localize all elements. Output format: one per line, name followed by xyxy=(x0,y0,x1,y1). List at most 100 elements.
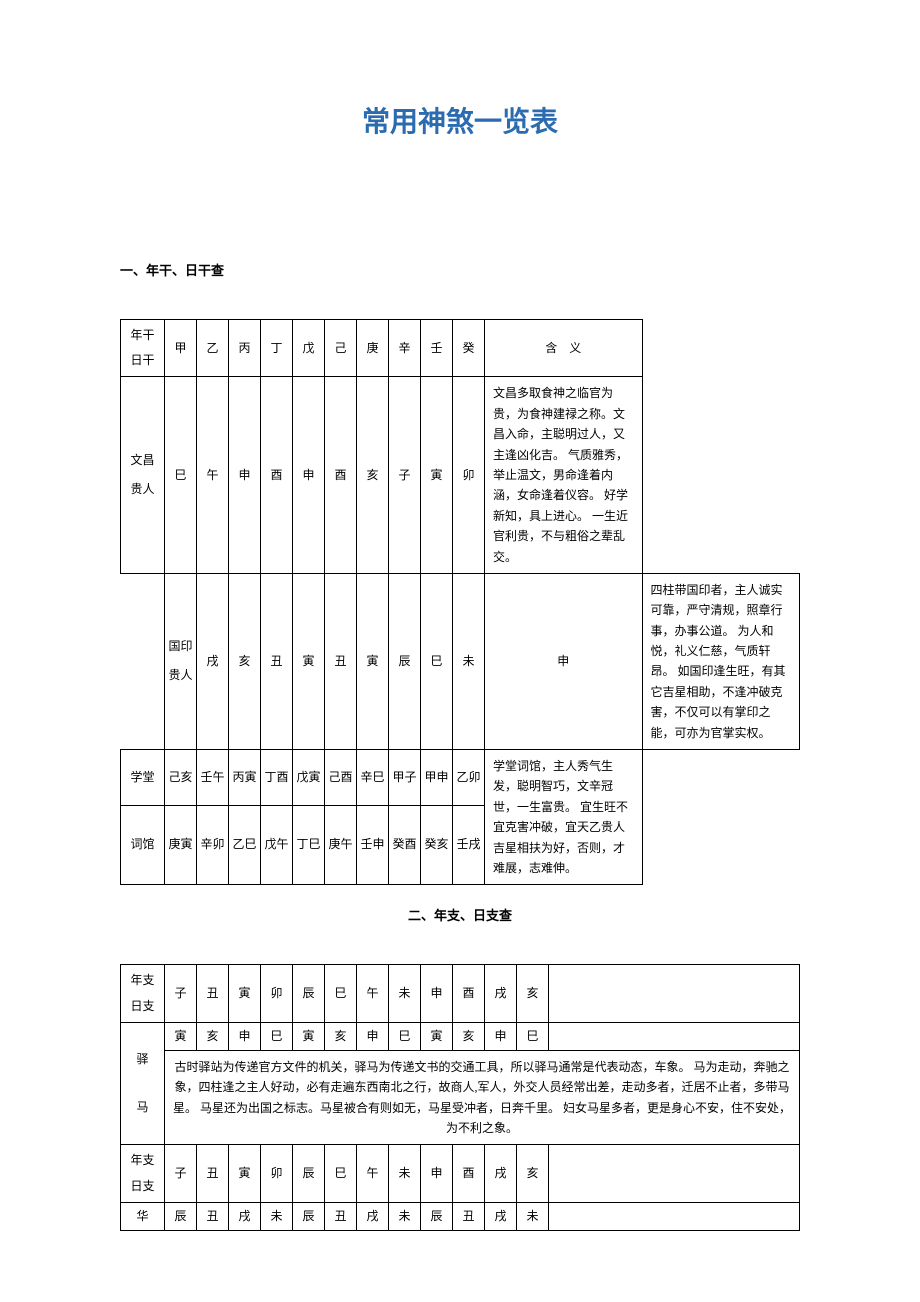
col-head: 酉 xyxy=(453,1145,485,1202)
cell: 戌 xyxy=(485,1202,517,1230)
col-head: 午 xyxy=(357,1145,389,1202)
col-head: 戌 xyxy=(485,965,517,1022)
cell: 甲子 xyxy=(389,750,421,806)
row-label: 国印 贵人 xyxy=(165,573,197,749)
col-head-meaning: 含 义 xyxy=(485,320,643,377)
col-head: 戊 xyxy=(293,320,325,377)
section2-heading: 二、年支、日支查 xyxy=(120,905,800,924)
meaning-cell: 古时驿站为传递官方文件的机关，驿马为传递文书的交通工具，所以驿马通常是代表动态，… xyxy=(165,1050,800,1145)
table-row: 年支 日支 子 丑 寅 卯 辰 巳 午 未 申 酉 戌 亥 xyxy=(121,1145,800,1202)
cell: 戊午 xyxy=(261,805,293,885)
cell: 申 xyxy=(357,1022,389,1050)
col-head: 寅 xyxy=(229,965,261,1022)
cell: 寅 xyxy=(357,573,389,749)
cell: 亥 xyxy=(325,1022,357,1050)
col-head: 己 xyxy=(325,320,357,377)
cell: 寅 xyxy=(293,573,325,749)
row-label: 文昌 贵人 xyxy=(121,377,165,574)
cell: 寅 xyxy=(421,377,453,574)
cell: 申 xyxy=(485,573,643,749)
col-head: 寅 xyxy=(229,1145,261,1202)
cell: 丙寅 xyxy=(229,750,261,806)
cell: 辰 xyxy=(293,1202,325,1230)
cell: 丑 xyxy=(325,1202,357,1230)
col-head: 辰 xyxy=(293,965,325,1022)
col-head: 乙 xyxy=(197,320,229,377)
cell: 子 xyxy=(389,377,421,574)
row-label: 驿 马 xyxy=(121,1022,165,1145)
cell: 申 xyxy=(229,377,261,574)
cell: 酉 xyxy=(325,377,357,574)
cell: 未 xyxy=(389,1202,421,1230)
cell: 丁酉 xyxy=(261,750,293,806)
col-head: 丑 xyxy=(197,965,229,1022)
row-label: 词馆 xyxy=(121,805,165,885)
table-row: 国印 贵人 戌 亥 丑 寅 丑 寅 辰 巳 未 申 四柱带国印者，主人诚实可靠，… xyxy=(121,573,800,749)
col-head: 亥 xyxy=(517,965,549,1022)
col-head: 丙 xyxy=(229,320,261,377)
col-head: 辰 xyxy=(293,1145,325,1202)
cell: 寅 xyxy=(165,1022,197,1050)
col-head: 申 xyxy=(421,965,453,1022)
cell: 戌 xyxy=(197,573,229,749)
cell: 酉 xyxy=(261,377,293,574)
empty-cell xyxy=(549,1202,800,1230)
table-row: 词馆 庚寅 辛卯 乙巳 戊午 丁巳 庚午 壬申 癸酉 癸亥 壬戌 xyxy=(121,805,800,885)
header-left: 年干 日干 xyxy=(121,320,165,377)
cell: 庚寅 xyxy=(165,805,197,885)
col-head: 卯 xyxy=(261,1145,293,1202)
col-head: 巳 xyxy=(325,1145,357,1202)
cell: 癸酉 xyxy=(389,805,421,885)
cell: 未 xyxy=(453,573,485,749)
cell: 辛巳 xyxy=(357,750,389,806)
cell: 丁巳 xyxy=(293,805,325,885)
row-label: 华 xyxy=(121,1202,165,1230)
cell: 卯 xyxy=(453,377,485,574)
cell: 丑 xyxy=(325,573,357,749)
table-row: 文昌 贵人 巳 午 申 酉 申 酉 亥 子 寅 卯 文昌多取食神之临官为贵，为食… xyxy=(121,377,800,574)
col-head: 丑 xyxy=(197,1145,229,1202)
cell: 巳 xyxy=(261,1022,293,1050)
col-head: 巳 xyxy=(325,965,357,1022)
cell: 己酉 xyxy=(325,750,357,806)
col-head: 卯 xyxy=(261,965,293,1022)
cell: 庚午 xyxy=(325,805,357,885)
cell: 亥 xyxy=(453,1022,485,1050)
cell: 己亥 xyxy=(165,750,197,806)
cell: 亥 xyxy=(229,573,261,749)
cell: 壬申 xyxy=(357,805,389,885)
cell: 乙卯 xyxy=(453,750,485,806)
cell: 亥 xyxy=(197,1022,229,1050)
col-head: 辛 xyxy=(389,320,421,377)
cell: 戌 xyxy=(357,1202,389,1230)
table-row: 驿 马 寅 亥 申 巳 寅 亥 申 巳 寅 亥 申 巳 xyxy=(121,1022,800,1050)
header-left: 年支 日支 xyxy=(121,965,165,1022)
meaning-cell: 学堂词馆，主人秀气生发，聪明智巧，文辛冠世，一生富贵。 宜生旺不宜克害冲破，宜天… xyxy=(485,750,643,885)
page-title: 常用神煞一览表 xyxy=(120,100,800,140)
cell: 丑 xyxy=(261,573,293,749)
empty-cell xyxy=(549,1145,800,1202)
col-head: 未 xyxy=(389,1145,421,1202)
cell: 巳 xyxy=(421,573,453,749)
col-head: 壬 xyxy=(421,320,453,377)
empty-cell xyxy=(549,965,800,1022)
col-head: 丁 xyxy=(261,320,293,377)
cell: 申 xyxy=(485,1022,517,1050)
cell: 巳 xyxy=(165,377,197,574)
col-head: 酉 xyxy=(453,965,485,1022)
cell: 巳 xyxy=(389,1022,421,1050)
cell: 壬午 xyxy=(197,750,229,806)
cell: 丑 xyxy=(197,1202,229,1230)
table-2: 年支 日支 子 丑 寅 卯 辰 巳 午 未 申 酉 戌 亥 驿 xyxy=(120,964,800,1231)
col-head: 子 xyxy=(165,965,197,1022)
header-left: 年支 日支 xyxy=(121,1145,165,1202)
cell: 辰 xyxy=(165,1202,197,1230)
col-head: 午 xyxy=(357,965,389,1022)
cell: 辛卯 xyxy=(197,805,229,885)
meaning-cell: 四柱带国印者，主人诚实可靠，严守清规，照章行事，办事公道。 为人和悦，礼义仁慈，… xyxy=(642,573,800,749)
cell: 辰 xyxy=(389,573,421,749)
section1-heading: 一、年干、日干查 xyxy=(120,260,800,279)
row-label: 学堂 xyxy=(121,750,165,806)
cell: 申 xyxy=(229,1022,261,1050)
col-head: 未 xyxy=(389,965,421,1022)
